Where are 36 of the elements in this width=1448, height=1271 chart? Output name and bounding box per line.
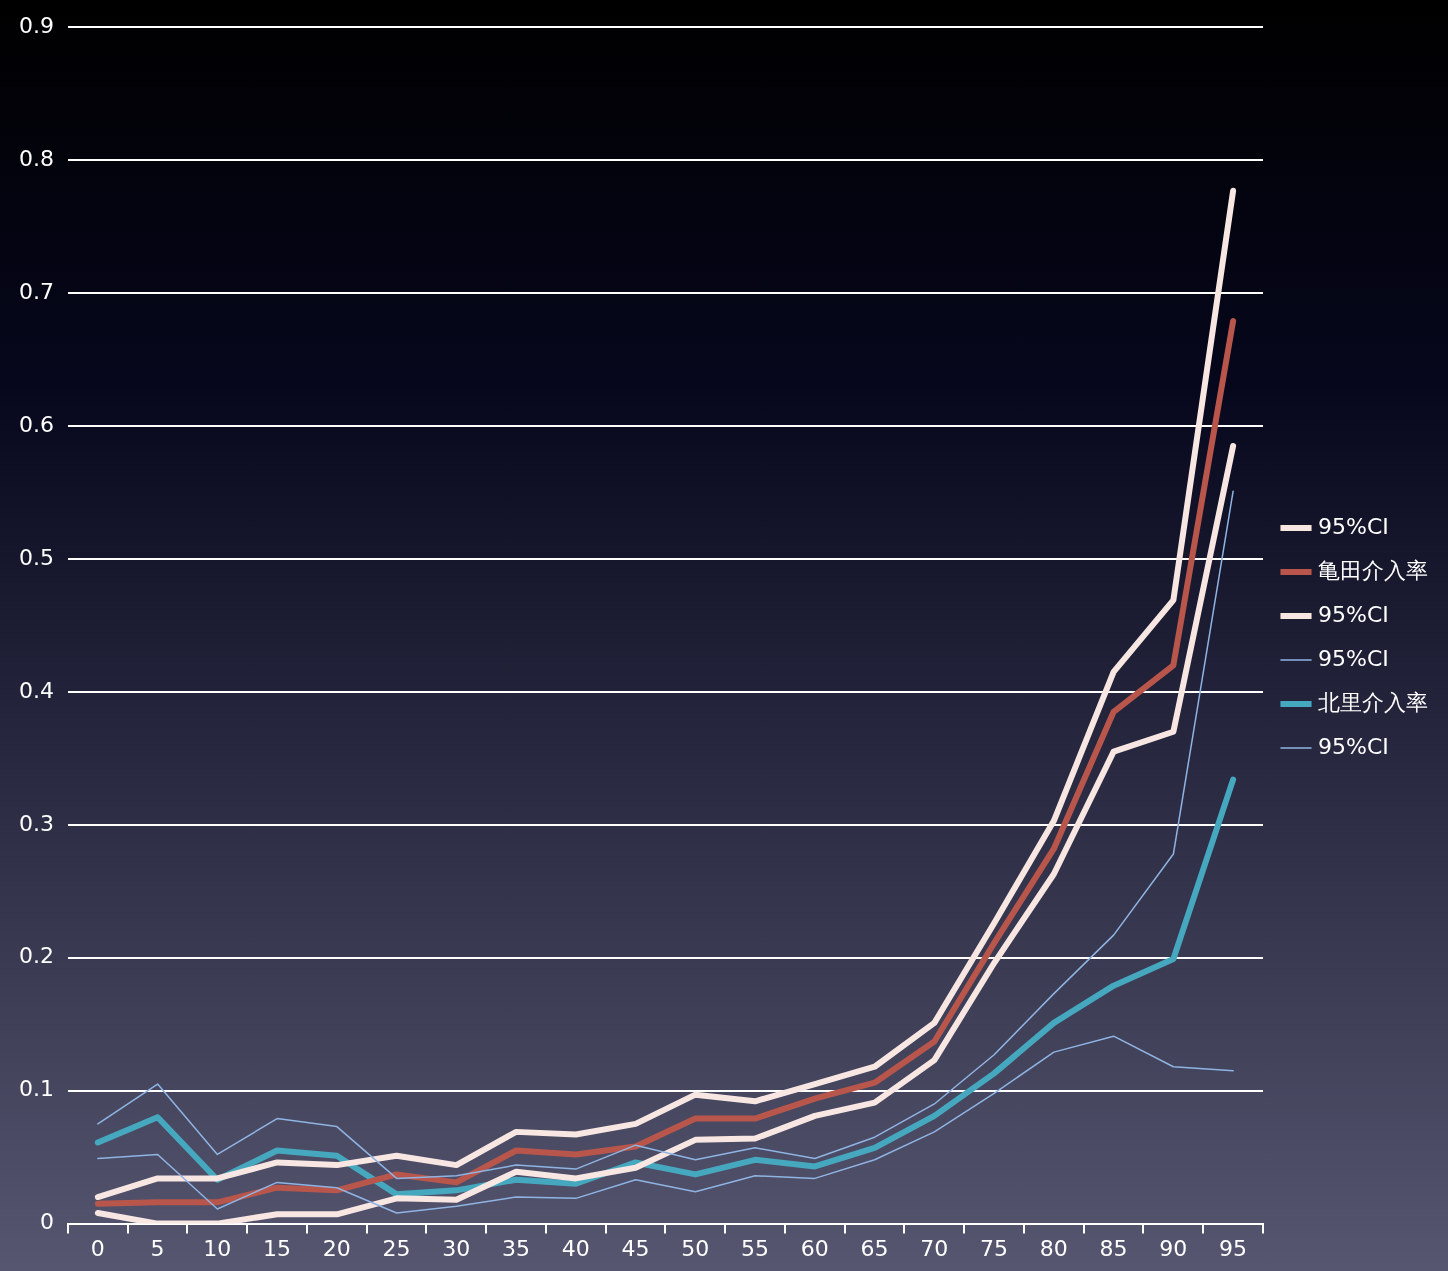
x-tick-label: 0 [90, 1235, 105, 1261]
x-tick-label: 30 [442, 1235, 471, 1261]
y-tick-label: 0.9 [18, 12, 54, 38]
y-tick-label: 0 [39, 1209, 54, 1235]
y-tick-label: 0.1 [18, 1076, 54, 1102]
x-tick-label: 85 [1099, 1235, 1128, 1261]
y-tick-label: 0.6 [18, 411, 54, 437]
x-tick-label: 60 [800, 1235, 829, 1261]
x-tick-label: 65 [860, 1235, 889, 1261]
x-tick-label: 45 [621, 1235, 650, 1261]
legend-label: 北里介入率 [1318, 689, 1428, 715]
x-tick-label: 70 [920, 1235, 949, 1261]
legend-label: 95%CI [1318, 601, 1389, 627]
legend-label: 亀田介入率 [1318, 557, 1428, 583]
y-tick-label: 0.2 [18, 943, 54, 969]
x-tick-label: 5 [150, 1235, 165, 1261]
x-tick-label: 50 [681, 1235, 710, 1261]
x-tick-label: 35 [502, 1235, 531, 1261]
x-tick-label: 75 [980, 1235, 1009, 1261]
x-tick-label: 25 [382, 1235, 411, 1261]
y-tick-label: 0.4 [18, 677, 54, 703]
x-tick-label: 10 [203, 1235, 232, 1261]
x-tick-label: 55 [741, 1235, 770, 1261]
y-tick-label: 0.5 [18, 544, 54, 570]
legend-label: 95%CI [1318, 513, 1389, 539]
x-tick-label: 90 [1159, 1235, 1188, 1261]
legend-label: 95%CI [1318, 733, 1389, 759]
x-tick-label: 80 [1039, 1235, 1068, 1261]
y-tick-label: 0.7 [18, 278, 54, 304]
x-tick-label: 40 [561, 1235, 590, 1261]
y-tick-label: 0.8 [18, 145, 54, 171]
x-tick-label: 20 [322, 1235, 351, 1261]
legend-label: 95%CI [1318, 645, 1389, 671]
y-tick-label: 0.3 [18, 810, 54, 836]
x-tick-label: 95 [1219, 1235, 1248, 1261]
x-tick-label: 15 [263, 1235, 292, 1261]
